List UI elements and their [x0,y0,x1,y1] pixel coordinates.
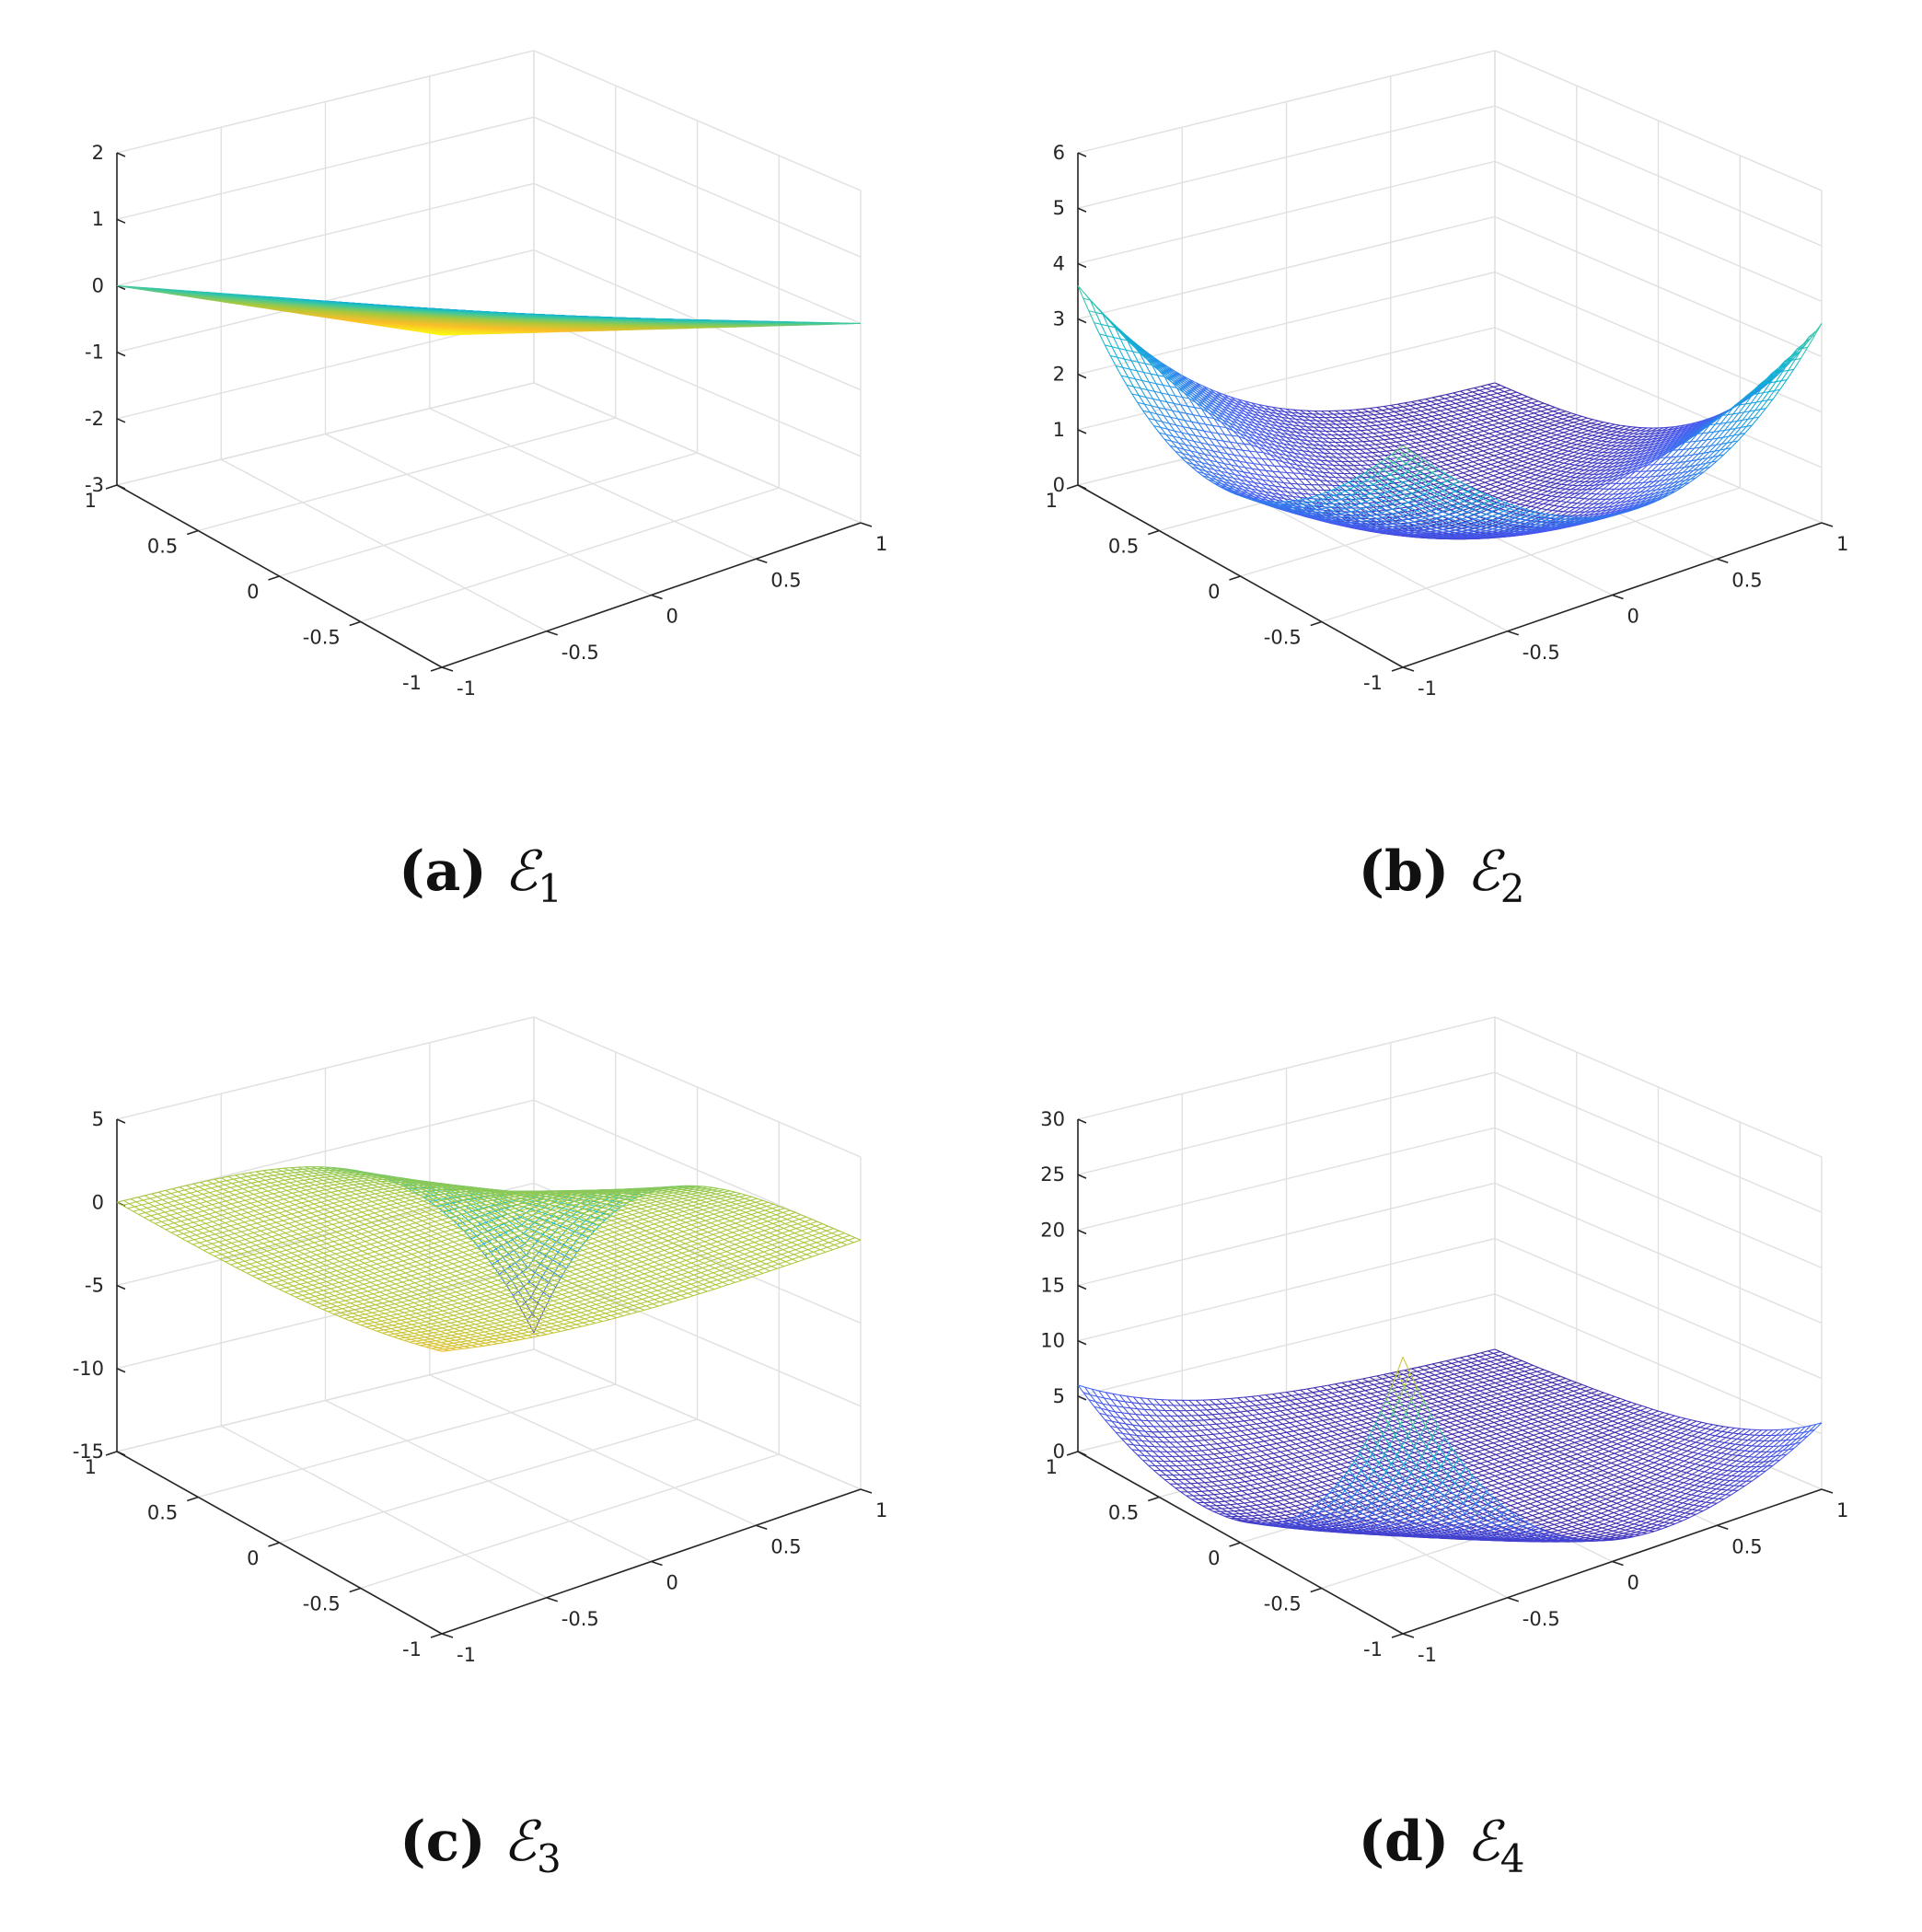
grid-z-line-a [116,382,862,524]
y-tick-label-a: -1 [402,672,422,694]
z-tick-a [116,484,126,490]
grid-floor-a [279,452,698,577]
grid-a [116,50,862,668]
x-tick-a [755,558,768,564]
y-tick-label-a: -0.5 [303,627,341,649]
surface-mesh-a [116,284,862,336]
axes-a: 210-1-2-310.50-0.5-1 -1-0.500.51 [85,142,888,700]
x-tick-label-a: 0.5 [770,569,801,591]
y-tick-a [349,620,362,627]
y-tick-label-a: 0.5 [147,536,178,558]
grid-z-line-a [116,50,862,191]
x-tick-label-a: 1 [875,533,887,555]
y-tick-a [105,484,118,490]
grid-floor-a [533,382,862,524]
x-tick-label-a: -1 [457,677,476,700]
x-tick-a [860,522,873,527]
z-tick-label-a: -1 [85,341,104,364]
x-tick-a [441,666,454,672]
y-tick-a [430,666,443,672]
y-tick-label-a: 0 [247,581,259,603]
surface-plot-a: 210-1-2-310.50-0.5-1 -1-0.500.51 [85,50,888,700]
x-tick-a [546,630,559,636]
y-tick-a [268,575,280,581]
z-tick-label-a: -3 [85,474,104,496]
x-tick-label-a: 0 [666,606,678,628]
z-tick-a [116,152,126,157]
grid-z-line-a [116,116,862,258]
z-tick-label-a: -2 [85,408,104,430]
z-tick-label-a: 0 [92,274,104,296]
z-tick-label-a: 1 [92,208,104,230]
grid-floor-a [429,408,757,560]
x-tick-a [651,594,663,600]
y-tick-label-a: 1 [85,490,97,512]
z-tick-a [116,351,126,357]
z-tick-a [116,218,126,224]
z-tick-label-a: 2 [92,142,104,164]
y-tick-a [186,529,199,536]
grid-floor-a [360,487,780,623]
x-tick-label-a: -0.5 [562,642,599,664]
z-tick-a [116,418,126,423]
